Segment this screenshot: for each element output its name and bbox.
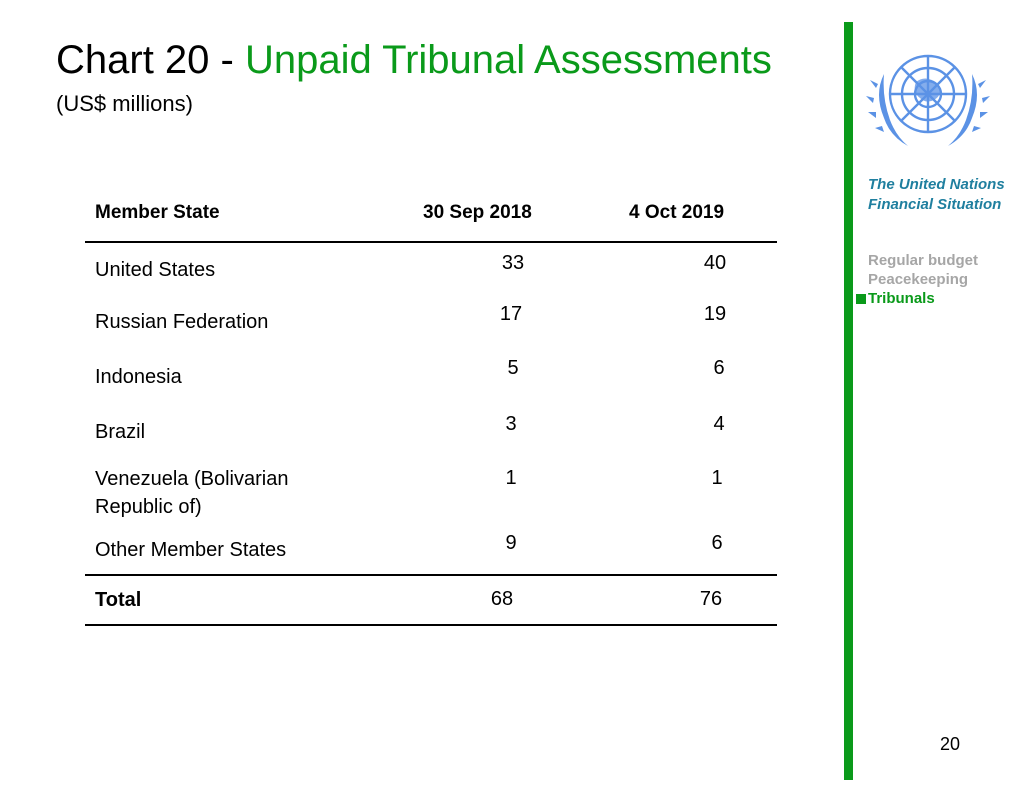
row-value-2018: 9 [505,532,517,554]
row-state: Russian Federation [95,311,269,333]
row-value-2019: 6 [711,532,723,554]
title-main: Unpaid Tribunal Assessments [244,38,772,82]
table-row: Other Member States 9 6 [85,532,777,586]
header-rule [85,241,777,243]
row-value-2018: 1 [505,467,517,489]
bottom-rule [85,624,777,626]
title-prefix: Chart 20 - [56,38,245,82]
un-emblem-icon [866,54,990,146]
nav-item-regular-budget[interactable]: Regular budget [868,252,979,269]
table-row: United States 33 40 [85,250,777,304]
total-value-2019: 76 [699,588,723,610]
page-number: 20 [940,734,961,754]
row-value-2019: 6 [713,357,725,379]
row-value-2018: 5 [507,357,519,379]
row-state: United States [95,259,216,281]
header-member-state: Member State [95,202,220,223]
row-value-2018: 17 [499,303,523,325]
row-state: Venezuela (Bolivarian Republic of) [95,468,289,518]
green-divider-bar [844,22,853,780]
row-value-2018: 33 [501,252,525,274]
row-value-2019: 19 [703,303,727,325]
total-value-2018: 68 [490,588,514,610]
sidebar-title-line1: The United Nations [868,176,1005,193]
table-row: Indonesia 5 6 [85,357,777,411]
row-state: Other Member States [95,539,287,561]
row-value-2019: 1 [711,467,723,489]
table-row: Russian Federation 17 19 [85,303,777,357]
active-marker-icon [856,294,866,304]
sidebar-title-line2: Financial Situation [868,196,1002,213]
row-value-2018: 3 [505,413,517,435]
sidebar-title: The United Nations Financial Situation [868,175,1005,215]
total-rule [85,574,777,576]
table-row: Brazil 3 4 [85,413,777,467]
table-row: Venezuela (Bolivarian Republic of) 1 1 [85,465,777,525]
slide-subtitle: (US$ millions) [56,91,193,116]
slide-title: Chart 20 - Unpaid Tribunal Assessments [56,36,772,84]
header-2019: 4 Oct 2019 [629,202,725,223]
row-value-2019: 40 [703,252,727,274]
row-state: Indonesia [95,366,182,388]
row-value-2019: 4 [713,413,725,435]
nav-item-peacekeeping[interactable]: Peacekeeping [868,271,969,288]
nav-item-tribunals[interactable]: Tribunals [868,290,935,307]
header-2018: 30 Sep 2018 [423,202,532,223]
row-state: Brazil [95,421,146,443]
total-label: Total [95,589,142,611]
total-row: Total 68 76 [85,586,777,640]
